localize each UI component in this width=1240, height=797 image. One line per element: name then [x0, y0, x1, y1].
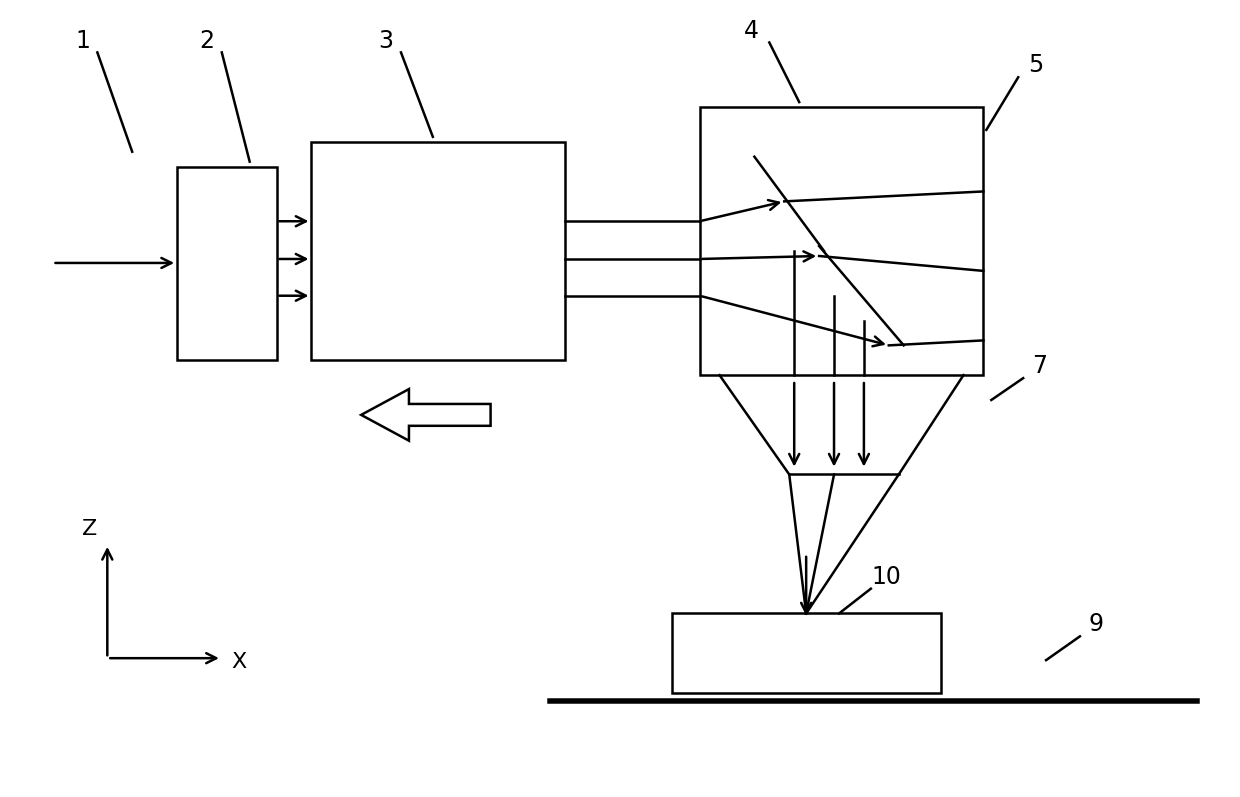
Text: 3: 3: [378, 29, 393, 53]
Text: 7: 7: [1033, 354, 1048, 379]
FancyArrow shape: [361, 389, 491, 441]
Text: 4: 4: [744, 18, 759, 42]
Text: 10: 10: [872, 565, 901, 589]
Text: Z: Z: [82, 519, 97, 539]
Bar: [177, 167, 277, 360]
Text: 5: 5: [1028, 53, 1044, 77]
Text: X: X: [231, 652, 247, 672]
Text: 2: 2: [200, 29, 215, 53]
Bar: [672, 614, 941, 693]
Text: 1: 1: [74, 29, 89, 53]
Bar: [311, 142, 565, 360]
Text: 9: 9: [1089, 612, 1104, 637]
Bar: [699, 107, 983, 375]
